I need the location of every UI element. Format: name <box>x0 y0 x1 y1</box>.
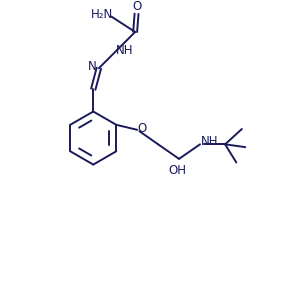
Text: OH: OH <box>169 163 187 176</box>
Text: N: N <box>88 60 97 73</box>
Text: H₂N: H₂N <box>91 8 113 21</box>
Text: O: O <box>132 0 141 13</box>
Text: O: O <box>138 122 147 135</box>
Text: NH: NH <box>201 135 219 148</box>
Text: NH: NH <box>116 44 134 57</box>
